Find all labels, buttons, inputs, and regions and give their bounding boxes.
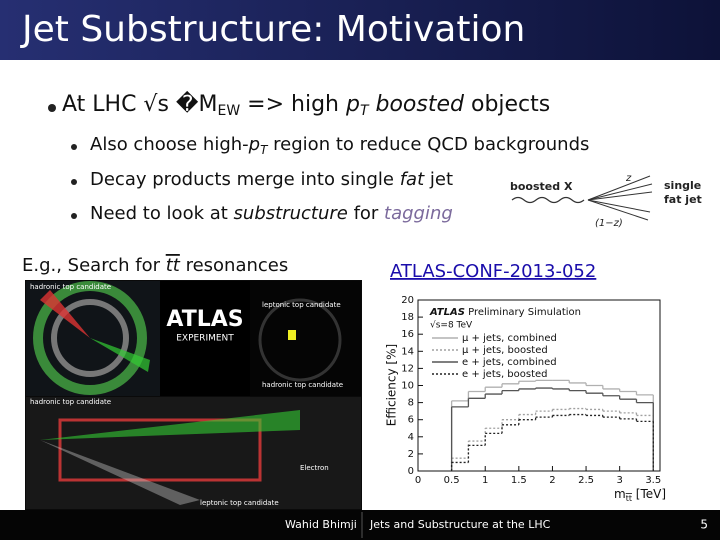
logo-sub: EXPERIMENT [176,334,234,344]
x-tick-label: 1 [482,475,488,486]
y-axis-label: Efficiency [%] [385,344,399,426]
sub-bullet: Need to look at substructure for tagging [90,203,453,224]
y-tick-label: 16 [401,329,414,340]
legend-label: e + jets, combined [462,357,557,368]
footer-bar [0,510,720,540]
sub-bullet: Decay products merge into single fat jet [90,169,453,190]
legend-label: e + jets, boosted [462,369,548,380]
y-tick-label: 2 [408,449,414,460]
event-label: hadronic top candidate [30,283,111,291]
x-tick-label: 3 [616,475,622,486]
sub-bullet: Also choose high-pT region to reduce QCD… [90,134,589,157]
y-tick-label: 14 [401,346,414,357]
y-tick-label: 8 [408,398,414,409]
page-number: 5 [700,518,708,532]
title: Jet Substructure: Motivation [20,9,525,50]
diagram-label: (1−z) [595,218,623,229]
bullet [71,179,77,185]
reference-link[interactable]: ATLAS-CONF-2013-052 [390,261,596,282]
x-tick-label: 1.5 [511,475,527,486]
legend-label: μ + jets, boosted [462,345,548,356]
logo: ATLAS [166,307,243,332]
y-tick-label: 18 [401,312,414,323]
title-bar [0,0,720,60]
x-axis-label: mtt [TeV] [614,487,666,503]
y-tick-label: 10 [401,381,414,392]
x-tick-label: 2.5 [578,475,594,486]
legend-title: ATLAS Preliminary Simulation [429,307,581,318]
diagram-label: fat jet [664,193,702,206]
legend-subtitle: √s=8 TeV [430,320,473,331]
y-tick-label: 20 [401,295,414,306]
diagram-label: boosted X [510,180,573,193]
event-label: Electron [300,464,329,472]
x-tick-label: 2 [549,475,555,486]
footer-talk: Jets and Substructure at the LHC [369,518,551,531]
boosted-diagram: boosted X z (1−z) single fat jet [510,173,702,229]
diagram-label: z [625,173,632,184]
diagram-label: single [664,179,701,192]
bullet [71,144,77,150]
x-tick-label: 0.5 [444,475,460,486]
event-display: ATLAS EXPERIMENT hadronic top candidate … [25,280,362,510]
event-label: leptonic top candidate [200,499,279,507]
event-label: hadronic top candidate [30,398,111,406]
bullet [71,213,77,219]
y-tick-label: 12 [401,363,414,374]
x-tick-label: 0 [415,475,421,486]
event-label: hadronic top candidate [262,381,343,389]
caption: E.g., Search for tt resonances [22,255,288,276]
efficiency-chart: Efficiency [%] mtt [TeV] ATLAS Prelimina… [385,295,667,503]
legend-label: μ + jets, combined [462,333,557,344]
y-tick-label: 6 [408,415,414,426]
y-tick-label: 0 [408,466,414,477]
footer-author: Wahid Bhimji [285,518,357,531]
event-label: leptonic top candidate [262,301,341,309]
bullet [48,104,56,112]
bullet-text: At LHC √s �MEW => high pT boosted object… [62,90,550,119]
y-tick-label: 4 [408,432,414,443]
x-tick-label: 3.5 [645,475,661,486]
